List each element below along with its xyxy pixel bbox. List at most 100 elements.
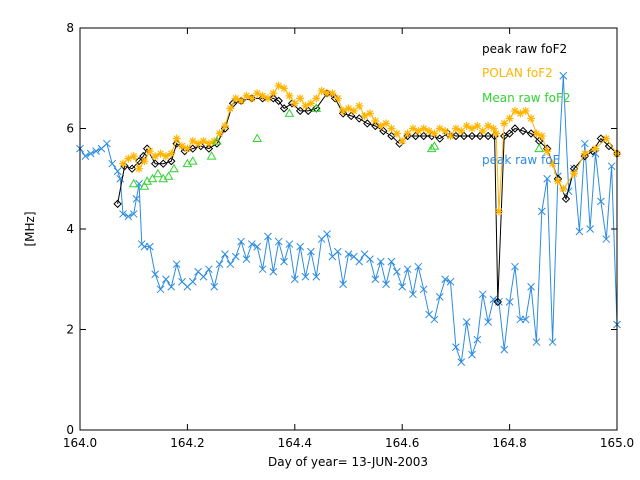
- data-point: [264, 232, 272, 241]
- y-tick-label: 4: [66, 222, 74, 236]
- data-point: [280, 84, 289, 93]
- data-point: [371, 275, 380, 284]
- data-point: [532, 129, 541, 138]
- data-point: [323, 89, 332, 98]
- data-point: [215, 129, 224, 138]
- data-point: [382, 280, 390, 289]
- data-point: [355, 101, 364, 110]
- data-point: [284, 108, 295, 117]
- data-point: [306, 99, 315, 108]
- data-point: [468, 124, 477, 133]
- data-point: [426, 143, 437, 153]
- data-point: [147, 173, 158, 183]
- data-point: [274, 237, 283, 246]
- data-point: [135, 179, 143, 188]
- data-point: [344, 104, 353, 113]
- data-point: [435, 292, 444, 301]
- data-point: [301, 272, 310, 281]
- data-point: [527, 114, 536, 123]
- data-point: [441, 127, 450, 136]
- y-tick-label: 0: [66, 423, 74, 437]
- series-peak-raw-foe: [76, 71, 621, 367]
- data-point: [492, 129, 501, 138]
- data-point: [559, 184, 568, 193]
- data-point: [204, 139, 213, 148]
- x-tick-label: 165.0: [600, 436, 634, 450]
- data-point: [339, 280, 347, 289]
- data-point: [285, 240, 294, 248]
- data-point: [392, 129, 401, 138]
- series-polan-fof2: [118, 81, 621, 216]
- data-point: [124, 154, 133, 163]
- data-point: [132, 194, 141, 203]
- data-point: [548, 159, 557, 168]
- data-point: [210, 282, 219, 291]
- legend-entry: Mean raw foF2: [482, 91, 571, 105]
- data-point: [425, 127, 434, 136]
- data-point: [408, 124, 417, 133]
- data-point: [145, 147, 154, 156]
- data-point: [206, 151, 217, 160]
- data-point: [419, 285, 428, 294]
- data-point: [414, 262, 423, 271]
- data-point: [532, 338, 541, 346]
- data-point: [156, 149, 165, 158]
- data-point: [188, 144, 197, 153]
- data-point: [493, 297, 502, 307]
- data-point: [398, 137, 407, 146]
- legend-entry: peak raw foE: [482, 153, 560, 167]
- x-axis-label: Day of year= 13-JUN-2003: [268, 455, 428, 469]
- data-point: [295, 106, 305, 116]
- data-point: [457, 358, 466, 367]
- data-point: [575, 227, 584, 236]
- data-point: [338, 109, 348, 118]
- data-point: [451, 131, 461, 141]
- data-point: [81, 152, 90, 160]
- data-point: [253, 89, 262, 98]
- data-point: [279, 104, 289, 113]
- data-point: [290, 275, 299, 284]
- data-point: [86, 149, 95, 158]
- data-point: [290, 99, 299, 108]
- data-point: [429, 141, 440, 150]
- legend: peak raw foF2 POLAN foF2 Mean raw foF2 peak…: [482, 42, 571, 167]
- data-point: [451, 124, 460, 133]
- data-point: [489, 295, 498, 304]
- data-point: [559, 71, 568, 80]
- data-point: [204, 144, 214, 153]
- data-point: [312, 94, 321, 103]
- data-point: [516, 109, 525, 118]
- data-point: [494, 207, 503, 216]
- data-point: [500, 345, 509, 354]
- data-point: [199, 137, 208, 146]
- data-point: [118, 159, 127, 168]
- data-point: [247, 94, 256, 103]
- data-point: [561, 194, 571, 204]
- data-point: [151, 152, 160, 161]
- data-point: [419, 131, 428, 141]
- data-point: [510, 124, 520, 133]
- data-point: [591, 144, 600, 153]
- data-point: [387, 124, 396, 133]
- data-point: [526, 129, 536, 138]
- data-point: [323, 230, 331, 238]
- x-tick-label: 164.0: [63, 436, 97, 450]
- data-point: [467, 131, 477, 141]
- data-point: [247, 240, 256, 248]
- series-line: [79, 75, 618, 363]
- data-point: [371, 116, 380, 125]
- data-point: [169, 163, 179, 173]
- x-tick-label: 164.4: [278, 436, 312, 450]
- data-point: [376, 121, 385, 130]
- data-point: [478, 290, 487, 299]
- data-point: [285, 91, 294, 100]
- data-point: [505, 129, 514, 138]
- data-point: [543, 174, 552, 183]
- data-point: [312, 272, 321, 281]
- data-point: [253, 242, 262, 251]
- data-point: [163, 171, 174, 180]
- data-point: [510, 106, 519, 115]
- data-point: [446, 277, 455, 286]
- data-point: [435, 134, 444, 143]
- data-point: [505, 114, 514, 123]
